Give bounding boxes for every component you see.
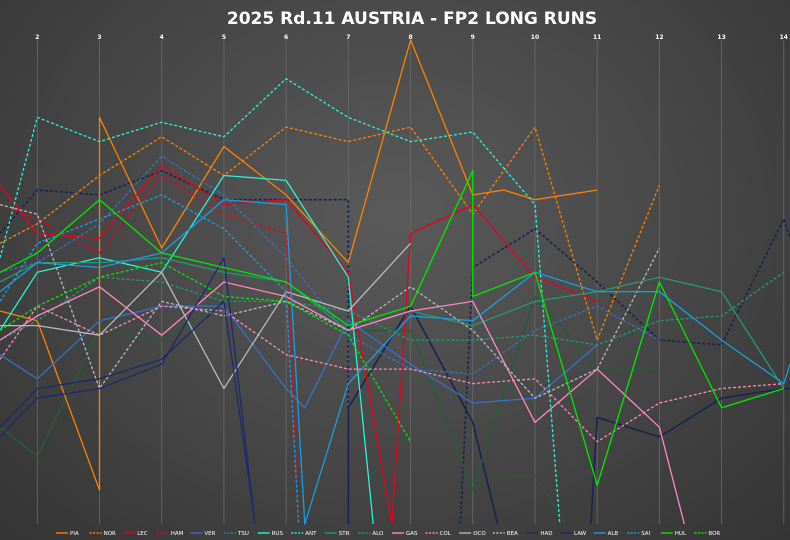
series-line-had	[0, 257, 256, 525]
x-tick-label: 4	[160, 34, 164, 41]
x-tick-label: 3	[97, 34, 101, 41]
legend-label-bea: BEA	[507, 531, 518, 537]
legend-label-law: LAW	[574, 531, 587, 537]
extra-line-3	[590, 387, 790, 525]
legend-label-bor: BOR	[708, 531, 720, 537]
x-tick-label: 11	[593, 34, 601, 41]
series-line-ham	[0, 174, 300, 525]
x-tick-label: 14	[780, 34, 788, 41]
extra-line-5	[472, 474, 567, 525]
legend: PIA NOR LEC HAM VER TSU RUS ANT STR ALO GAS COL OCO B…	[56, 531, 720, 537]
series-line-bor	[0, 261, 412, 443]
series-line-rus	[0, 174, 374, 525]
legend-label-oco: OCO	[473, 531, 486, 537]
x-tick-label: 7	[346, 34, 350, 41]
chart-title: 2025 Rd.11 AUSTRIA - FP2 LONG RUNS	[227, 9, 597, 29]
series-line-alb	[0, 199, 790, 525]
series-line-lec	[0, 165, 598, 525]
x-tick-label: 9	[471, 34, 475, 41]
series-lines	[0, 39, 790, 525]
series-line-sai	[0, 194, 300, 525]
series-line-pia	[0, 39, 598, 491]
legend-label-gas: GAS	[406, 531, 418, 537]
legend-label-str: STR	[339, 531, 350, 537]
x-tick-label: 2	[35, 34, 39, 41]
series-line-tsu	[0, 155, 660, 375]
series-line-str	[0, 257, 785, 389]
legend-label-col: COL	[440, 531, 452, 537]
legend-label-ant: ANT	[305, 531, 317, 537]
series-line-ver	[0, 305, 598, 409]
series-line-nor	[0, 126, 661, 341]
legend-label-alo: ALO	[372, 531, 384, 537]
x-tick-label: 13	[717, 34, 725, 41]
x-ticks: 2 3 4 5 6 7 8 9 10 11 12 13 14	[35, 34, 788, 41]
series-line-ant	[0, 78, 561, 525]
grid	[36, 40, 785, 524]
series-line-hul	[0, 170, 784, 486]
x-tick-label: 5	[222, 34, 226, 41]
legend-label-rus: RUS	[272, 531, 284, 537]
series-line-col	[0, 305, 784, 443]
legend-label-nor: NOR	[104, 531, 116, 537]
x-tick-label: 6	[284, 34, 288, 41]
x-tick-label: 10	[531, 34, 539, 41]
legend-label-tsu: TSU	[237, 531, 249, 537]
legend-label-alb: ALB	[608, 531, 619, 537]
x-tick-label: 12	[655, 34, 663, 41]
series-line-alo	[0, 271, 785, 346]
legend-label-ham: HAM	[171, 531, 184, 537]
legend-label-lec: LEC	[137, 531, 148, 537]
series-line-law	[0, 300, 256, 525]
extra-line-2	[347, 305, 499, 525]
x-tick-label: 8	[408, 34, 412, 41]
legend-label-ver: VER	[204, 531, 215, 537]
legend-label-had: HAD	[540, 531, 552, 537]
legend-label-sai: SAI	[641, 531, 650, 537]
series-line-bea	[0, 203, 660, 399]
extra-line-1	[459, 218, 790, 525]
legend-label-pia: PIA	[70, 531, 79, 537]
legend-label-hul: HUL	[675, 531, 687, 537]
